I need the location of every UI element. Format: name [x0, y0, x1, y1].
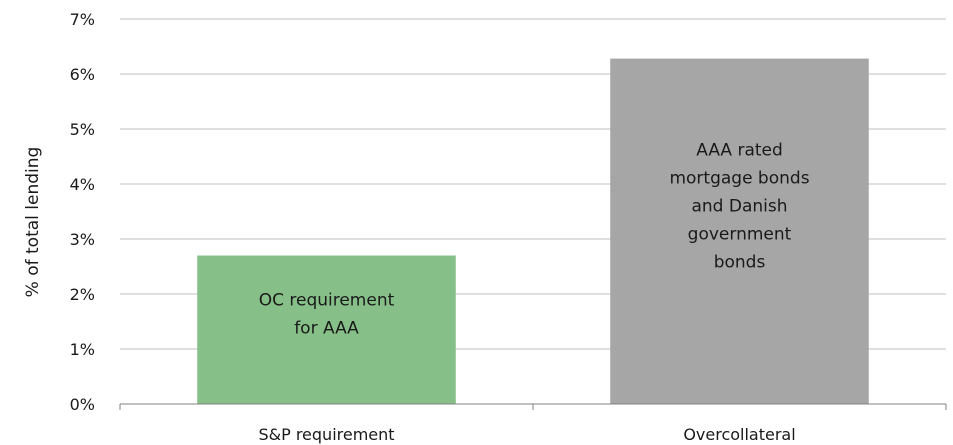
x-axis	[119, 403, 947, 410]
bar-label: for AAA	[294, 319, 359, 339]
bar-labels: OC requirement for AAA AAA rated mortgage b…	[259, 141, 810, 339]
bar-label: OC requirement	[259, 291, 395, 311]
bar	[610, 58, 869, 404]
y-axis-title: % of total lending	[23, 147, 43, 298]
bar-label: government	[688, 225, 792, 245]
y-tick-label: 0%	[70, 395, 95, 414]
y-tick-label: 1%	[70, 340, 95, 359]
x-axis-tick-labels: S&P requirement Overcollateral	[258, 425, 795, 444]
bar-label: mortgage bonds	[669, 169, 809, 189]
y-tick-label: 3%	[70, 230, 95, 249]
y-tick-label: 2%	[70, 285, 95, 304]
y-tick-label: 7%	[70, 10, 95, 29]
bar-label: bonds	[714, 253, 766, 273]
bar-label: AAA rated	[696, 141, 783, 161]
y-axis-tick-labels: 0% 1% 2% 3% 4% 5% 6% 7%	[70, 10, 95, 414]
bar-label: and Danish	[691, 197, 787, 217]
y-tick-label: 6%	[70, 65, 95, 84]
x-tick-label: S&P requirement	[258, 425, 394, 444]
x-tick-label: Overcollateral	[683, 425, 795, 444]
bars	[197, 58, 869, 404]
bar	[197, 255, 456, 404]
y-tick-label: 4%	[70, 175, 95, 194]
y-tick-label: 5%	[70, 120, 95, 139]
